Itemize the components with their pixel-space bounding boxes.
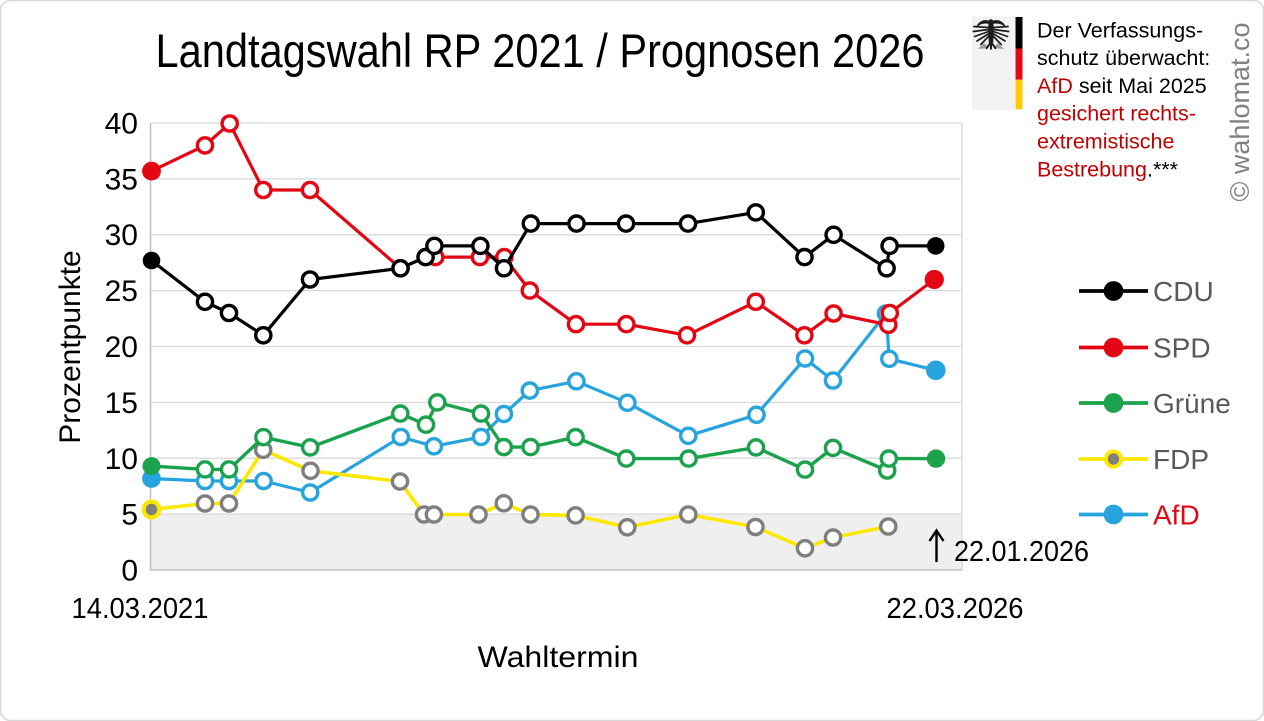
svg-text:20: 20 [105,331,138,364]
svg-text:© wahlomat.co: © wahlomat.co [1225,23,1255,202]
svg-text:Grüne: Grüne [1153,388,1231,419]
svg-text:30: 30 [105,219,138,252]
svg-text:5: 5 [121,499,138,532]
svg-text:Landtagswahl RP 2021 / Prognos: Landtagswahl RP 2021 / Prognosen 2026 [156,24,925,77]
svg-text:22.01.2026: 22.01.2026 [954,536,1089,568]
svg-text:15: 15 [105,387,138,420]
svg-text:Prozentpunkte: Prozentpunkte [54,250,87,443]
svg-text:gesichert rechts-: gesichert rechts- [1037,102,1196,126]
svg-text:35: 35 [105,163,138,196]
svg-text:FDP: FDP [1153,444,1209,475]
svg-text:SPD: SPD [1153,333,1211,364]
svg-text:schutz überwacht:: schutz überwacht: [1037,46,1210,70]
svg-text:Wahltermin: Wahltermin [478,641,639,674]
svg-text:CDU: CDU [1153,276,1214,307]
svg-text:0: 0 [121,555,138,588]
svg-text:AfD seit Mai 2025: AfD seit Mai 2025 [1037,74,1207,98]
svg-text:14.03.2021: 14.03.2021 [72,593,209,625]
svg-text:Bestrebung.***: Bestrebung.*** [1037,157,1179,181]
svg-text:AfD: AfD [1153,500,1200,531]
svg-text:25: 25 [105,275,138,308]
svg-text:40: 40 [105,108,138,141]
svg-text:10: 10 [105,443,138,476]
svg-text:Der Verfassungs-: Der Verfassungs- [1037,18,1203,42]
svg-text:22.03.2026: 22.03.2026 [887,593,1024,625]
svg-text:extremistische: extremistische [1037,130,1174,154]
